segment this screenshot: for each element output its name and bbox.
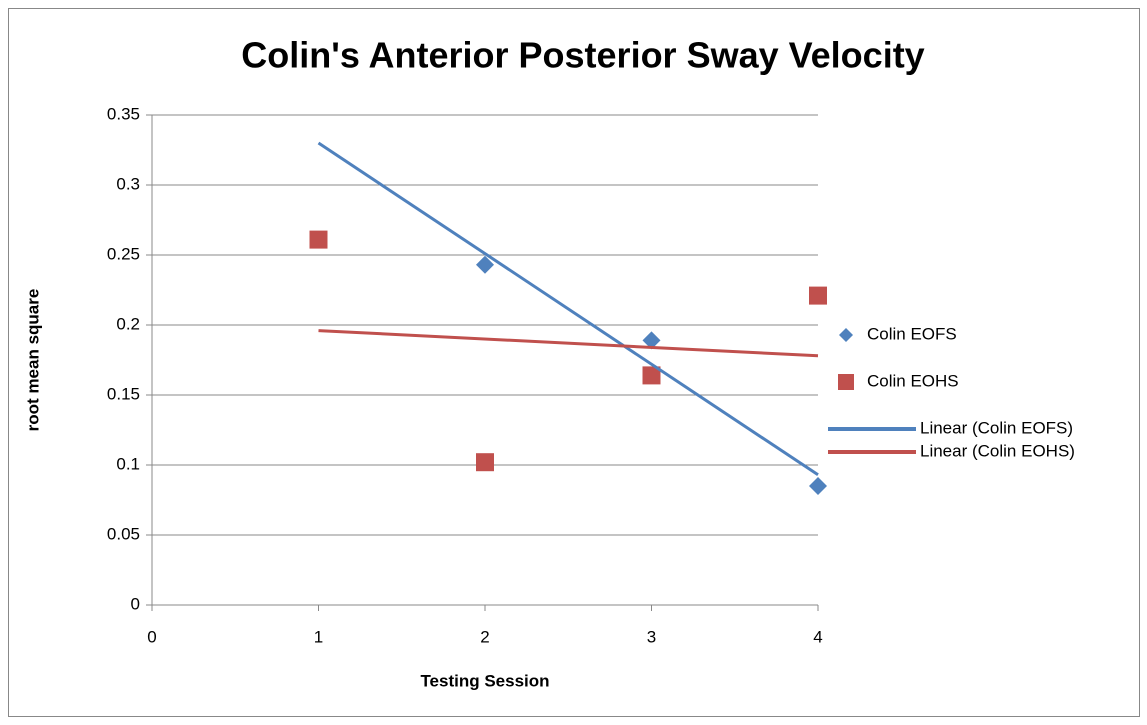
point bbox=[642, 366, 661, 385]
x-tick-label: 2 bbox=[480, 627, 489, 646]
x-axis-title: Testing Session bbox=[420, 671, 549, 690]
y-tick-label: 0.35 bbox=[107, 104, 140, 123]
y-tick-label: 0.15 bbox=[107, 384, 140, 403]
chart-title: Colin's Anterior Posterior Sway Velocity bbox=[241, 35, 924, 76]
legend-label: Colin EOFS bbox=[867, 324, 957, 343]
point bbox=[309, 230, 328, 249]
y-tick-label: 0.05 bbox=[107, 524, 140, 543]
y-tick-label: 0.1 bbox=[116, 454, 140, 473]
point bbox=[476, 453, 494, 472]
x-tick-label: 0 bbox=[147, 627, 156, 646]
trendline bbox=[318, 329, 819, 358]
x-tick-label: 4 bbox=[813, 627, 822, 646]
x-tick-label: 3 bbox=[647, 627, 656, 646]
y-tick-label: 0.2 bbox=[116, 314, 140, 333]
x-tick-label: 1 bbox=[314, 627, 323, 646]
legend-swatch bbox=[839, 328, 853, 342]
legend-swatch bbox=[838, 374, 854, 390]
chart-frame bbox=[8, 8, 1140, 717]
y-tick-label: 0.3 bbox=[116, 174, 140, 193]
y-tick-label: 0 bbox=[131, 594, 140, 613]
y-axis-title: root mean square bbox=[23, 289, 42, 432]
legend-label: Linear (Colin EOFS) bbox=[920, 418, 1073, 437]
point bbox=[476, 255, 494, 274]
point bbox=[809, 286, 827, 305]
y-tick-label: 0.25 bbox=[107, 244, 140, 263]
point bbox=[809, 477, 827, 495]
legend-label: Linear (Colin EOHS) bbox=[920, 441, 1075, 460]
point bbox=[642, 331, 661, 350]
legend-label: Colin EOHS bbox=[867, 371, 959, 390]
trendline bbox=[317, 141, 819, 477]
